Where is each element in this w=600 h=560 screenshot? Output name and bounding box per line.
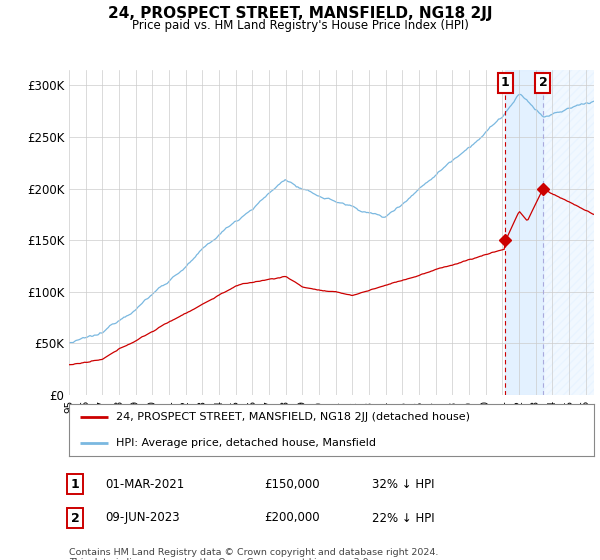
Text: HPI: Average price, detached house, Mansfield: HPI: Average price, detached house, Mans…: [116, 438, 376, 449]
Text: 1: 1: [501, 77, 509, 90]
Bar: [505, 70, 543, 395]
Bar: [543, 70, 594, 395]
Text: 32% ↓ HPI: 32% ↓ HPI: [372, 478, 434, 491]
Text: 1: 1: [71, 478, 79, 491]
Text: £150,000: £150,000: [264, 478, 320, 491]
Text: 2: 2: [539, 77, 547, 90]
Text: 24, PROSPECT STREET, MANSFIELD, NG18 2JJ: 24, PROSPECT STREET, MANSFIELD, NG18 2JJ: [108, 6, 492, 21]
Text: 22% ↓ HPI: 22% ↓ HPI: [372, 511, 434, 525]
Text: 24, PROSPECT STREET, MANSFIELD, NG18 2JJ (detached house): 24, PROSPECT STREET, MANSFIELD, NG18 2JJ…: [116, 412, 470, 422]
Text: 09-JUN-2023: 09-JUN-2023: [105, 511, 179, 525]
Text: 01-MAR-2021: 01-MAR-2021: [105, 478, 184, 491]
Text: Contains HM Land Registry data © Crown copyright and database right 2024.
This d: Contains HM Land Registry data © Crown c…: [69, 548, 439, 560]
Text: Price paid vs. HM Land Registry's House Price Index (HPI): Price paid vs. HM Land Registry's House …: [131, 19, 469, 32]
Text: £200,000: £200,000: [264, 511, 320, 525]
Text: 2: 2: [71, 511, 79, 525]
